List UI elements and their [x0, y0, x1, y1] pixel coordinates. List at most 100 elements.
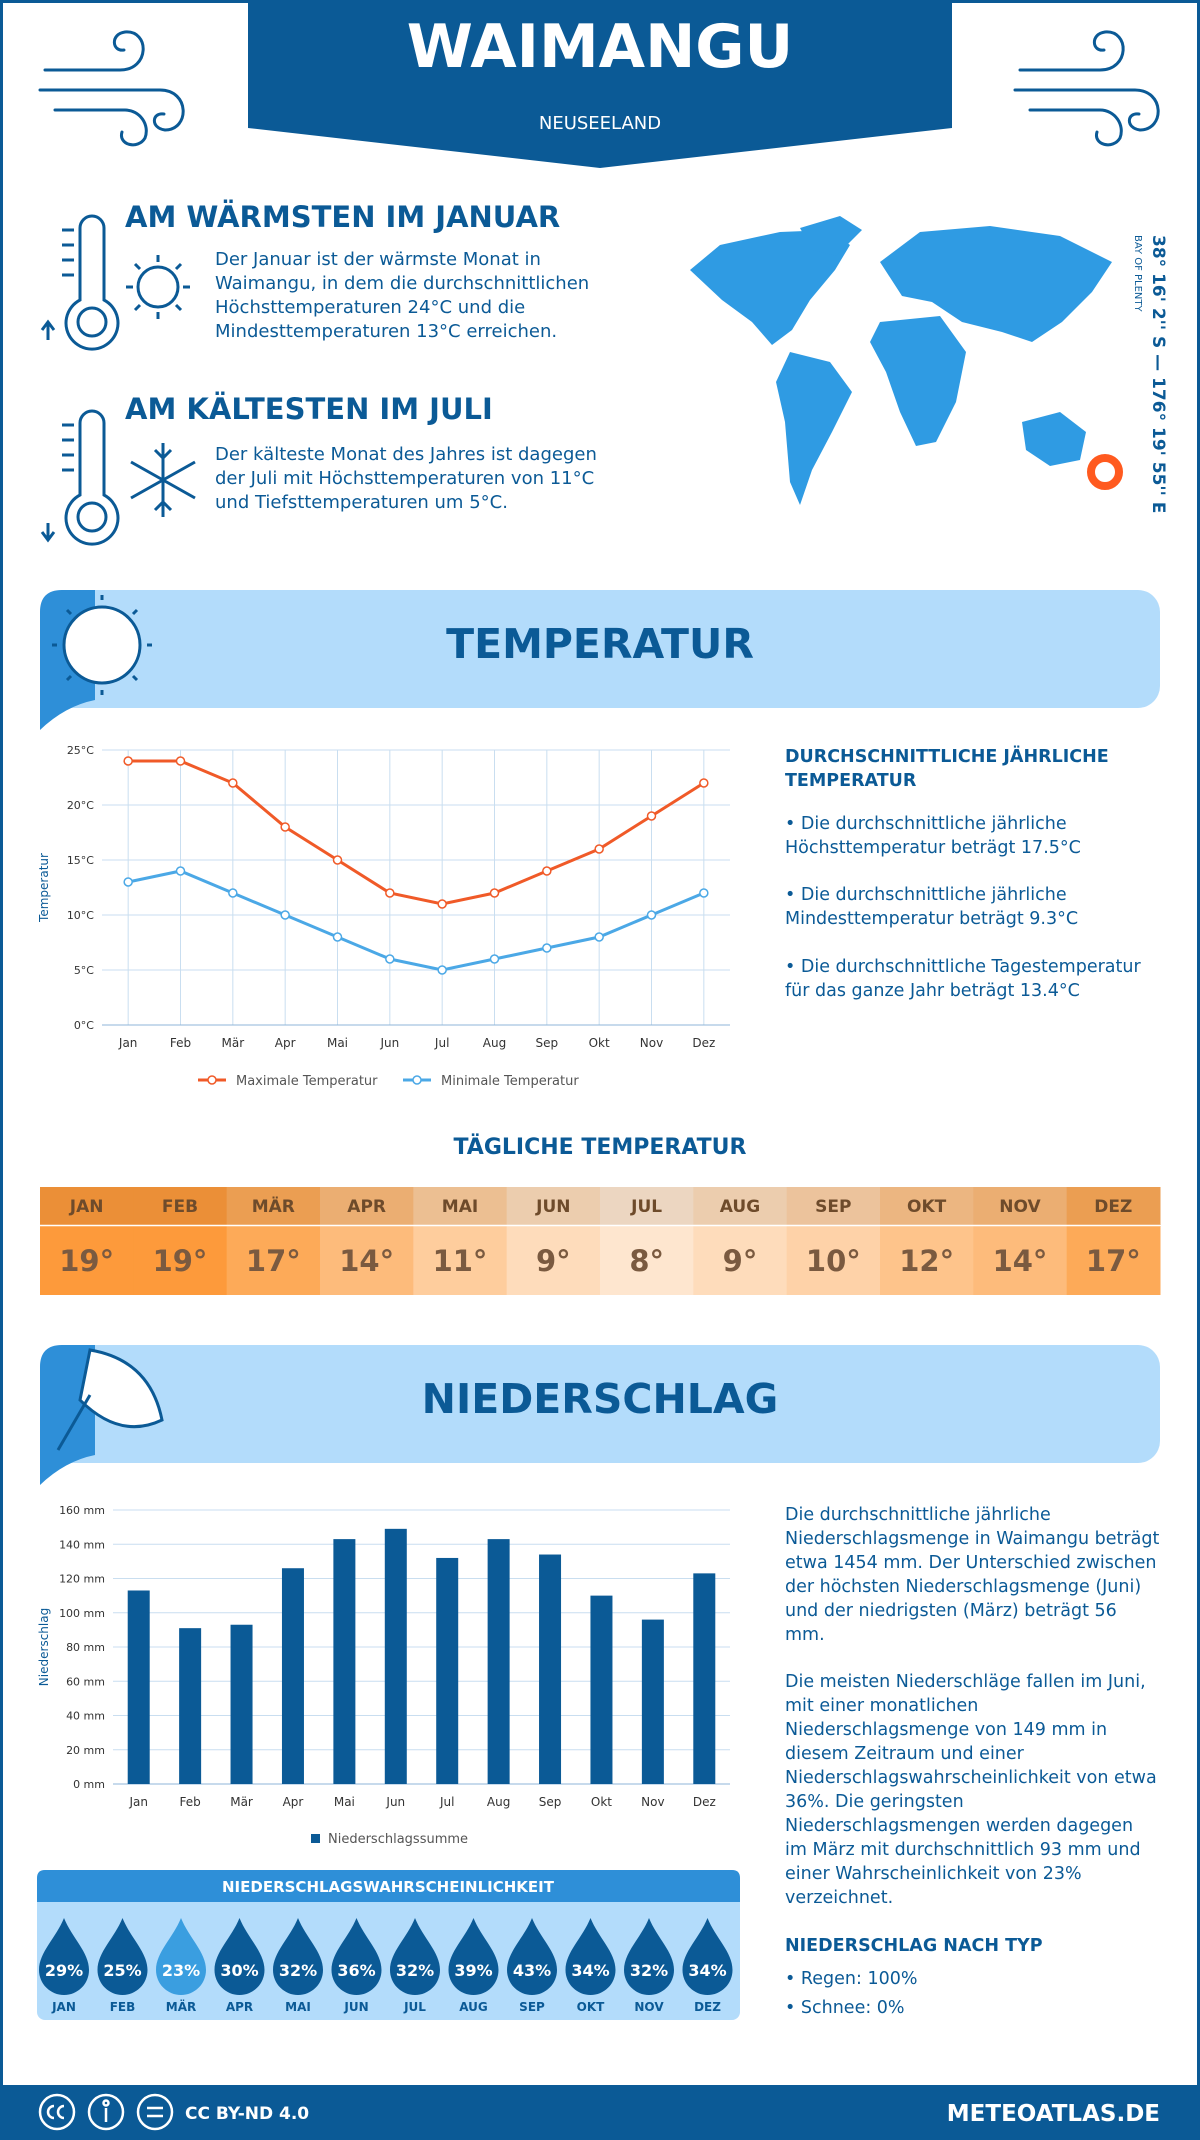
precipitation-bar [693, 1573, 716, 1784]
probability-drop [624, 1918, 674, 1995]
precipitation-bar [230, 1624, 253, 1784]
coordinates: 38° 16' 2'' S — 176° 19' 55'' E [1148, 235, 1168, 514]
x-tick-label: Jul [439, 1795, 454, 1809]
month-label: JUL [630, 1197, 662, 1217]
y-tick-label: 100 mm [59, 1607, 105, 1620]
y-tick-label: 0 mm [73, 1778, 105, 1791]
warmest-title: AM WÄRMSTEN IM JANUAR [125, 200, 561, 234]
y-axis-label: Niederschlag [37, 1608, 51, 1686]
y-tick-label: 160 mm [59, 1504, 105, 1517]
y-tick-label: 120 mm [59, 1573, 105, 1586]
coldest-text: Der kälteste Monat des Jahres ist dagege… [215, 444, 597, 513]
month-cell [600, 1187, 694, 1225]
x-tick-label: Aug [483, 1036, 506, 1050]
footer-band [0, 2085, 1200, 2140]
license-icons [102, 2099, 110, 2107]
temp-cell [1066, 1226, 1161, 1295]
precipitation-banner [40, 1345, 1160, 1485]
y-tick-label: 5°C [74, 964, 94, 977]
temperature-point [385, 888, 395, 898]
temperature-banner [52, 595, 152, 695]
thermometer-warm-icon [64, 214, 120, 351]
temp-cell [600, 1226, 694, 1295]
temperature-banner [62, 605, 142, 685]
license-icons [38, 2093, 174, 2131]
temperature-point [437, 965, 447, 975]
month-cell [973, 1187, 1068, 1225]
type-item: • Regen: 100% [785, 1969, 918, 1989]
probability-label: 30% [220, 1961, 258, 1980]
warmest-text: Der Januar ist der wärmste Monat in Waim… [215, 249, 590, 342]
summary-title: DURCHSCHNITTLICHE JÄHRLICHE TEMPERATUR [785, 747, 1109, 791]
precipitation-bar [641, 1619, 664, 1784]
x-tick-label: Feb [180, 1795, 201, 1809]
temperature-point [175, 756, 186, 766]
thermometer-cold-icon [64, 409, 120, 546]
x-tick-label: Apr [275, 1036, 296, 1050]
temp-cell [880, 1226, 974, 1295]
temp-label: 17° [246, 1244, 301, 1278]
temp-label: 17° [1086, 1244, 1141, 1278]
probability-label: 36% [337, 1961, 375, 1980]
temperature-point [228, 778, 238, 788]
thermometer-warm-icon [76, 306, 108, 338]
temperature-point [489, 888, 500, 898]
precipitation-heading: NIEDERSCHLAG [421, 1375, 779, 1423]
x-tick-label: Nov [641, 1795, 664, 1809]
thermometer-cold-icon [76, 501, 108, 533]
probability-label: 43% [513, 1961, 551, 1980]
y-axis-label: Temperatur [37, 853, 51, 923]
temp-cell [320, 1226, 414, 1295]
thermometer-warm-icon [136, 265, 180, 309]
probability-label: 32% [396, 1961, 434, 1980]
summary-bullet: • Die durchschnittliche Tagestemperatur … [785, 957, 1141, 1001]
wind-icon [53, 108, 148, 147]
y-tick-label: 15°C [67, 854, 94, 867]
x-tick-label: Jan [118, 1036, 138, 1050]
month-label: JUN [535, 1197, 570, 1217]
legend-label: Minimale Temperatur [441, 1074, 579, 1089]
probability-month: AUG [459, 2000, 488, 2014]
y-tick-label: 60 mm [66, 1675, 105, 1688]
type-item: • Schnee: 0% [785, 1998, 905, 2018]
temperature-point [332, 932, 343, 942]
wind-icon [38, 88, 185, 132]
probability-drop [39, 1918, 89, 1995]
legend-point [207, 1075, 217, 1085]
thermometer-cold-icon [40, 409, 196, 546]
license-icons [147, 2106, 163, 2118]
temp-label: 9° [536, 1244, 571, 1278]
world-map [776, 352, 852, 505]
precipitation-banner [40, 1345, 1160, 1463]
temp-label: 10° [806, 1244, 861, 1278]
world-map [690, 216, 1112, 505]
x-tick-label: Jun [379, 1036, 399, 1050]
thermometer-cold-icon [130, 443, 196, 517]
temperature-point [699, 888, 709, 898]
temperature-point [175, 866, 186, 876]
temperature-point [489, 954, 500, 964]
month-label: DEZ [1094, 1197, 1132, 1217]
precipitation-bar [590, 1595, 613, 1784]
month-cell [413, 1187, 508, 1225]
temp-cell [693, 1226, 788, 1295]
temperature-banner [40, 590, 1160, 730]
x-tick-label: Mär [230, 1795, 253, 1809]
month-label: OKT [907, 1197, 947, 1217]
probability-month: JUL [403, 2000, 426, 2014]
world-map [1022, 412, 1086, 466]
probability-month: JUN [343, 2000, 368, 2014]
page-title: WAIMANGU [407, 12, 794, 82]
probability-panel [37, 1870, 740, 1902]
month-label: FEB [162, 1197, 198, 1217]
temperature-point [594, 932, 604, 942]
precipitation-bar [436, 1557, 459, 1784]
y-tick-label: 25°C [67, 744, 94, 757]
temperature-point [542, 943, 552, 953]
probability-drop [214, 1918, 265, 1995]
y-tick-label: 20°C [67, 799, 94, 812]
temperature-point [594, 844, 604, 854]
precipitation-bar [281, 1568, 304, 1784]
